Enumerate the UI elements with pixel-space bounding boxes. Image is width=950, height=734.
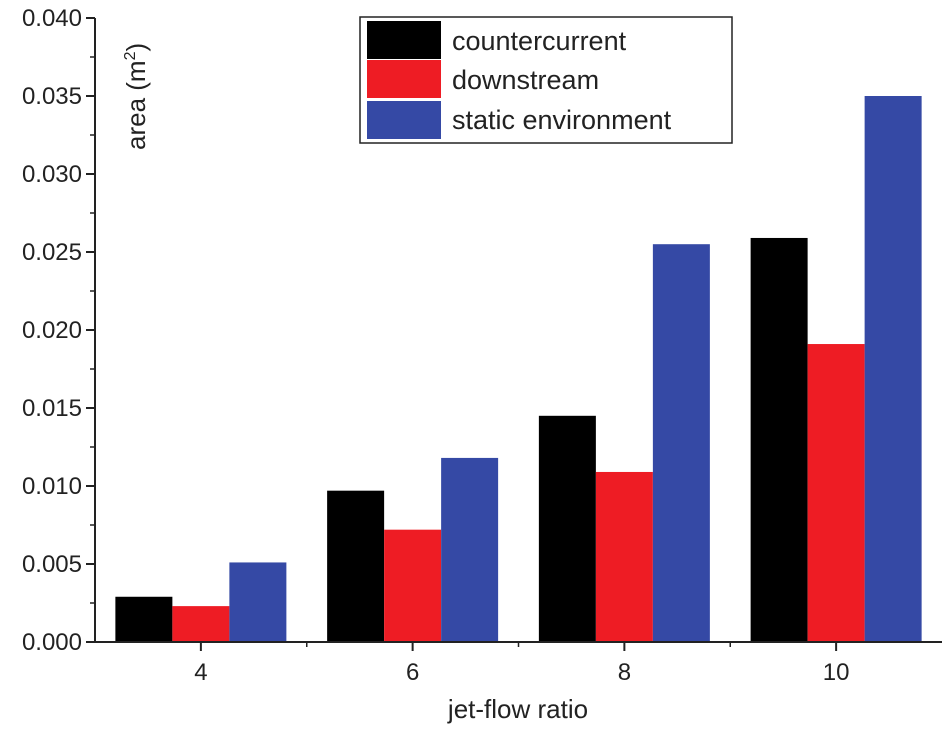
- bars-layer: [115, 96, 922, 642]
- legend-label-countercurrent: countercurrent: [452, 26, 627, 56]
- y-axis-title-suffix: ): [121, 43, 151, 52]
- y-tick-label: 0.025: [22, 239, 82, 266]
- bar-downstream-4: [172, 606, 230, 642]
- y-axis-title-superscript: 2: [122, 51, 139, 60]
- y-tick-label: 0.030: [22, 161, 82, 188]
- bar-downstream-6: [384, 529, 442, 642]
- bar-static-environment-4: [229, 562, 287, 642]
- legend-swatch-static-environment: [367, 101, 441, 139]
- y-tick-label: 0.010: [22, 473, 82, 500]
- y-tick-label: 0.015: [22, 395, 82, 422]
- bar-countercurrent-6: [327, 490, 385, 642]
- x-tick-label: 4: [194, 659, 207, 686]
- x-tick-label: 6: [406, 659, 419, 686]
- bar-downstream-8: [595, 471, 653, 642]
- y-ticks: 0.000 0.005 0.010 0.015 0.020 0.025 0.030 0.035…: [22, 5, 95, 656]
- x-tick-label: 10: [823, 659, 850, 686]
- y-axis-title: area (m2): [121, 43, 151, 150]
- x-axis-title: jet-flow ratio: [447, 694, 588, 724]
- y-axis-title-base: area (m: [121, 60, 151, 150]
- x-ticks: 4 6 8 10: [194, 642, 849, 686]
- bar-static-environment-8: [652, 244, 710, 642]
- y-tick-label: 0.040: [22, 5, 82, 32]
- legend: countercurrent downstream static environ…: [359, 16, 733, 144]
- legend-swatch-downstream: [367, 60, 441, 98]
- bar-countercurrent-8: [538, 415, 596, 642]
- y-tick-label: 0.035: [22, 83, 82, 110]
- y-tick-label: 0.000: [22, 629, 82, 656]
- y-tick-label: 0.005: [22, 551, 82, 578]
- bar-downstream-10: [807, 344, 865, 642]
- bar-static-environment-10: [864, 96, 922, 642]
- bar-countercurrent-10: [750, 237, 808, 642]
- bar-static-environment-6: [441, 457, 499, 642]
- legend-label-static-environment: static environment: [452, 105, 672, 135]
- legend-label-downstream: downstream: [452, 65, 599, 95]
- legend-swatch-countercurrent: [367, 21, 441, 59]
- bar-countercurrent-4: [115, 596, 173, 642]
- y-tick-label: 0.020: [22, 317, 82, 344]
- x-tick-label: 8: [618, 659, 631, 686]
